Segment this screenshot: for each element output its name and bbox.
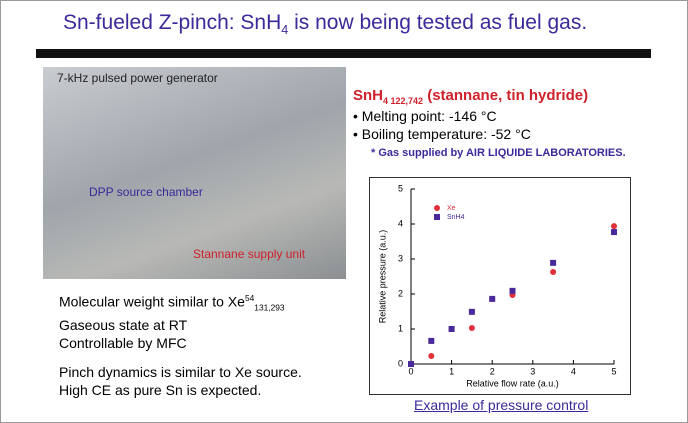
point: [468, 324, 475, 331]
point: [550, 268, 557, 275]
bullet: • Melting point: -146 °C: [353, 108, 497, 124]
chart: 0 1 2 3 4 5 0 1 2 3 4 5 Relative flow rate (a.u.) Rel…: [369, 177, 631, 395]
note-line: Molecular weight similar to Xe54131,293: [59, 289, 285, 316]
title-sub: 4: [281, 23, 289, 38]
photo: 7-kHz pulsed power generator DPP source …: [43, 67, 346, 279]
y-tick-label: 0: [398, 358, 403, 368]
photo-label: Stannane supply unit: [193, 247, 306, 261]
notes: Molecular weight similar to Xe54131,293 …: [59, 289, 285, 352]
x-tick-label: 2: [490, 366, 495, 376]
x-tick-label: 3: [530, 366, 535, 376]
note-line: Gaseous state at RT: [59, 317, 188, 334]
y-tick-label: 4: [398, 218, 403, 228]
point: [468, 308, 475, 315]
point: [550, 259, 557, 266]
point: [611, 223, 617, 230]
point: [611, 229, 617, 236]
x-tick-label: 0: [408, 366, 413, 376]
legend-marker: [434, 214, 440, 220]
stannane-name: (stannane, tin hydride): [427, 87, 589, 104]
point: [428, 352, 435, 359]
chart-caption: Example of pressure control: [414, 397, 589, 413]
legend-label: Xe: [447, 205, 456, 212]
note-line: Controllable by MFC: [59, 335, 187, 352]
title: Sn-fueled Z-pinch: SnH4 is now being tes…: [63, 11, 587, 37]
x-tick-label: 5: [611, 366, 616, 376]
point: [509, 287, 516, 294]
point: [428, 337, 435, 344]
stannane-heading: SnH4 122,742 (stannane, tin hydride): [353, 87, 588, 106]
title-text: is now being tested as fuel gas.: [288, 11, 588, 34]
y-tick-label: 3: [398, 253, 403, 263]
photo-label: 7-kHz pulsed power generator: [57, 71, 218, 85]
bullet-text: Melting point: -146 °C: [361, 108, 497, 124]
x-tick-label: 4: [571, 366, 576, 376]
x-tick-label: 1: [449, 366, 454, 376]
y-tick-label: 1: [398, 323, 403, 333]
bullet-text: Boiling temperature: -52 °C: [361, 126, 531, 142]
photo-label: DPP source chamber: [89, 185, 203, 199]
bullets: • Melting point: -146 °C • Boiling tempe…: [353, 107, 531, 143]
note-line: Pinch dynamics is similar to Xe source.: [59, 364, 302, 380]
text: Molecular weight similar to Xe: [59, 293, 245, 310]
note-line: High CE as pure Sn is expected.: [59, 382, 262, 398]
title-text: Sn-fueled Z-pinch: SnH: [63, 11, 282, 34]
chart-frame: [369, 177, 631, 395]
point: [408, 361, 414, 367]
title-bar: [36, 49, 651, 58]
point: [489, 295, 496, 302]
x-axis-label: Relative flow rate (a.u.): [466, 378, 559, 388]
sup: 54: [244, 293, 255, 303]
sub: 131,293: [254, 302, 285, 313]
note: * Gas supplied by AIR LIQUIDE LABORATORI…: [371, 147, 626, 159]
formula-sub: 4 122,742: [383, 96, 424, 106]
notes: Pinch dynamics is similar to Xe source. …: [59, 363, 302, 399]
legend-label: SnH4: [447, 214, 465, 221]
formula: SnH: [353, 87, 383, 104]
point: [448, 326, 455, 332]
bullet: • Boiling temperature: -52 °C: [353, 126, 531, 142]
legend-marker: [434, 205, 440, 211]
y-tick-label: 2: [398, 288, 403, 298]
y-tick-label: 5: [398, 183, 403, 193]
y-axis-label: Relative pressure (a.u.): [377, 230, 387, 324]
